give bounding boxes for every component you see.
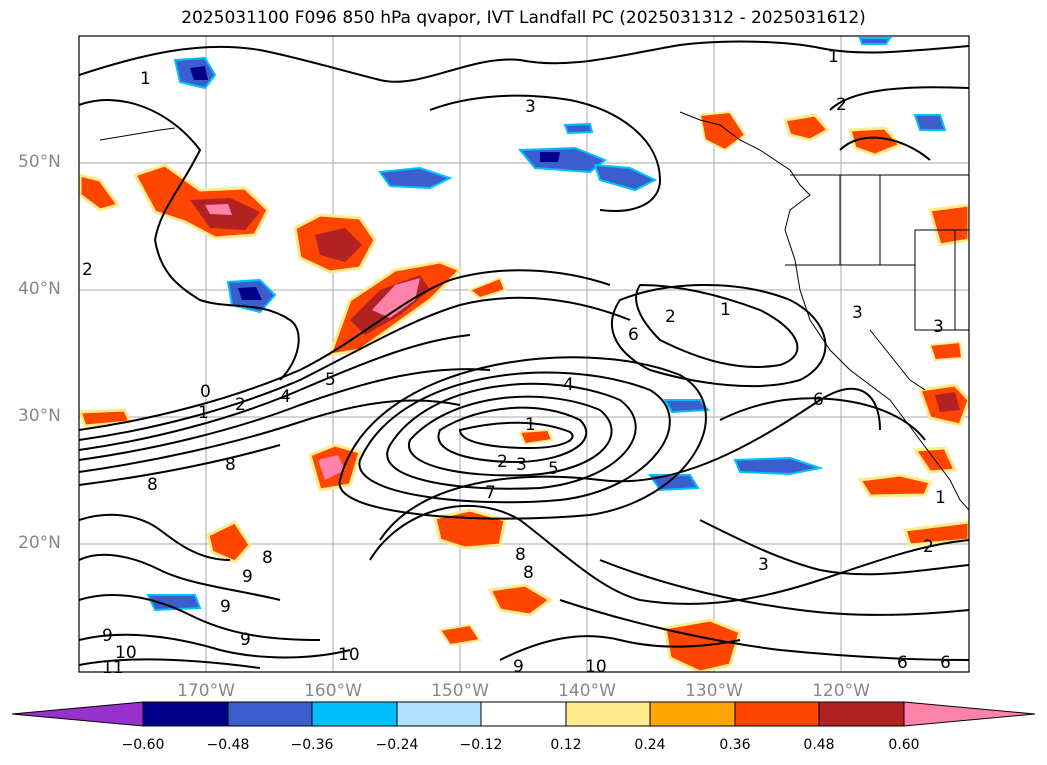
colorbar-segment bbox=[480, 701, 567, 727]
contour-label: 10 bbox=[585, 657, 607, 677]
contour-label: 9 bbox=[242, 567, 253, 587]
contour-label: 1 bbox=[935, 488, 946, 508]
contour-label: 2 bbox=[836, 95, 847, 115]
colorbar-segment bbox=[11, 701, 144, 727]
colorbar-tick: 0.36 bbox=[719, 737, 751, 753]
contour-label: 8 bbox=[523, 563, 534, 583]
contour-label: 5 bbox=[325, 370, 336, 390]
lat-label: 50°N bbox=[18, 152, 61, 172]
contour-label: 8 bbox=[515, 545, 526, 565]
contour-label: 6 bbox=[813, 390, 824, 410]
contour-label: 5 bbox=[548, 459, 559, 479]
contour-label: 9 bbox=[102, 626, 113, 646]
colorbar-segment bbox=[734, 701, 820, 727]
contour-label: 6 bbox=[897, 653, 908, 673]
contour-label: 4 bbox=[280, 387, 291, 407]
colorbar-segment bbox=[396, 701, 482, 727]
contour-label: 8 bbox=[225, 455, 236, 475]
contour-label: 1 bbox=[828, 47, 839, 67]
lat-label: 40°N bbox=[18, 279, 61, 299]
contours bbox=[79, 40, 969, 669]
contour-label: 8 bbox=[147, 475, 158, 495]
contour-label: 1 bbox=[720, 300, 731, 320]
colorbar-tick: 0.60 bbox=[888, 737, 920, 753]
lon-label: 120°W bbox=[812, 681, 870, 701]
colorbar bbox=[11, 701, 1036, 727]
map-title: 2025031100 F096 850 hPa qvapor, IVT Land… bbox=[181, 8, 866, 28]
contour-label: 2 bbox=[235, 395, 246, 415]
contour-label: 7 bbox=[485, 483, 496, 503]
colorbar-tick: 0.12 bbox=[550, 737, 582, 753]
contour-label: 9 bbox=[240, 630, 251, 650]
contour-label: 1 bbox=[198, 403, 209, 423]
colorbar-segment bbox=[311, 701, 398, 727]
colorbar-segment bbox=[649, 701, 736, 727]
contour-label: 3 bbox=[516, 455, 527, 475]
colorbar-tick: −0.12 bbox=[459, 737, 503, 753]
colorbar-tick: 0.24 bbox=[634, 737, 666, 753]
lon-label: 160°W bbox=[304, 681, 362, 701]
lat-label: 20°N bbox=[18, 533, 61, 553]
lon-label: 140°W bbox=[558, 681, 616, 701]
contour-label: 1 bbox=[140, 69, 151, 89]
contour-label: 9 bbox=[513, 657, 524, 677]
contour-label: 2 bbox=[665, 307, 676, 327]
colorbar-tick: −0.24 bbox=[375, 737, 419, 753]
contour-label: 10 bbox=[115, 643, 137, 663]
contour-label: 8 bbox=[262, 548, 273, 568]
colorbar-tick: −0.48 bbox=[206, 737, 250, 753]
colorbar-segment bbox=[818, 701, 905, 727]
contour-label: 11 bbox=[102, 658, 124, 678]
qvapor-negative-areas bbox=[146, 37, 947, 612]
lon-label: 170°W bbox=[177, 681, 235, 701]
lon-label: 130°W bbox=[685, 681, 743, 701]
colorbar-tick: −0.60 bbox=[121, 737, 165, 753]
contour-label: 6 bbox=[940, 653, 951, 673]
colorbar-segment bbox=[565, 701, 651, 727]
colorbar-segment bbox=[903, 701, 1036, 727]
contour-label: 2 bbox=[923, 537, 934, 557]
contour-label: 2 bbox=[82, 260, 93, 280]
contour-label: 0 bbox=[200, 382, 211, 402]
contour-label: 3 bbox=[525, 97, 536, 117]
colorbar-tick: −0.36 bbox=[290, 737, 334, 753]
colorbar-tick: 0.48 bbox=[803, 737, 835, 753]
contour-label: 3 bbox=[852, 303, 863, 323]
contour-labels: 1 3 1 2 2 0 1 2 4 5 2 1 6 4 6 1 2 3 5 7 … bbox=[82, 47, 951, 678]
contour-label: 1 bbox=[525, 415, 536, 435]
contour-label: 3 bbox=[933, 317, 944, 337]
lat-label: 30°N bbox=[18, 406, 61, 426]
colorbar-segment bbox=[142, 701, 229, 727]
contour-label: 2 bbox=[497, 452, 508, 472]
contour-label: 9 bbox=[220, 597, 231, 617]
qvapor-positive-areas bbox=[79, 110, 969, 672]
contour-label: 3 bbox=[758, 555, 769, 575]
contour-label: 10 bbox=[338, 645, 360, 665]
colorbar-segment bbox=[227, 701, 313, 727]
contour-label: 6 bbox=[628, 325, 639, 345]
lon-label: 150°W bbox=[431, 681, 489, 701]
contour-label: 4 bbox=[563, 375, 574, 395]
coastlines bbox=[99, 111, 969, 511]
